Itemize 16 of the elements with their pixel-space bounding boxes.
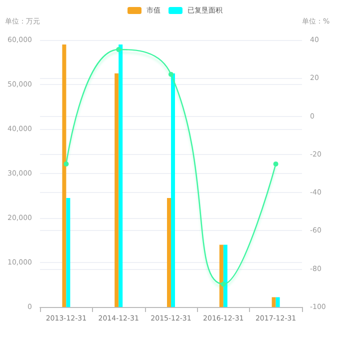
bar	[276, 297, 280, 307]
point	[273, 161, 278, 166]
point	[116, 47, 122, 52]
bar	[62, 44, 66, 307]
bar	[66, 198, 70, 307]
bar	[219, 244, 224, 307]
point	[64, 161, 69, 166]
bar	[114, 73, 119, 307]
bar	[171, 73, 175, 307]
bar	[118, 44, 123, 307]
point	[220, 282, 226, 287]
point	[168, 72, 174, 77]
bar	[167, 198, 171, 307]
bar	[223, 244, 228, 307]
line-series	[64, 47, 278, 287]
bar	[272, 297, 276, 307]
